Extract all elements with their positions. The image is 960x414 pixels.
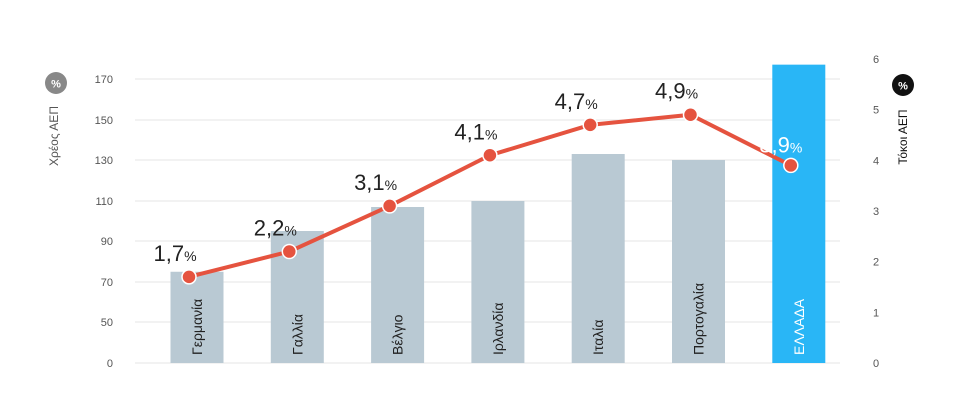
category-label: Ιρλανδία <box>490 303 506 355</box>
left-tick-label: 110 <box>95 196 113 208</box>
line-marker <box>482 147 498 164</box>
interest-line: 1,7% 2,2% 3,1% 4,1% 4,7% 4,9% 3,9% <box>153 79 802 285</box>
line-value-label: 1,7% <box>153 241 196 266</box>
bar <box>471 201 525 363</box>
bars: Γερμανία Γαλλία Βέλγιο Ιρλανδία Ιταλία Πορτογ… <box>170 64 826 364</box>
left-axis-badge <box>45 72 67 94</box>
left-tick-label: 50 <box>101 317 113 329</box>
left-tick-label: 90 <box>101 236 113 248</box>
line-marker <box>281 243 298 260</box>
line-marker <box>582 117 598 133</box>
right-tick-label: 3 <box>873 206 879 218</box>
left-axis: 0 50 70 90 110 130 150 170% Χρέος ΑΕΠ <box>45 72 113 370</box>
line-value-label: 3,9% <box>759 132 802 157</box>
line-marker <box>381 198 398 214</box>
right-axis-title: Τόκοι ΑΕΠ <box>896 109 910 164</box>
line-value-label: 4,1% <box>454 119 497 144</box>
right-tick-label: 5 <box>873 105 879 117</box>
left-axis-title: Χρέος ΑΕΠ <box>47 106 61 166</box>
bar <box>672 160 725 363</box>
category-label: Γαλλία <box>289 314 305 355</box>
right-axis-badge-text: % <box>898 81 908 93</box>
bar <box>571 154 625 363</box>
category-label: ΕΛΛΑΔΑ <box>791 298 807 355</box>
line-marker <box>783 157 799 174</box>
line-marker <box>682 106 699 123</box>
right-tick-label: 4 <box>873 155 879 167</box>
line-value-label: 4,9% <box>655 79 698 104</box>
category-label: Ιταλία <box>590 319 606 355</box>
category-label: Γερμανία <box>189 299 205 355</box>
line-marker <box>181 269 197 285</box>
bar <box>371 207 425 363</box>
left-tick-label: 170 <box>95 74 113 86</box>
right-tick-label: 0 <box>873 358 879 370</box>
bar <box>170 271 224 363</box>
category-label: Βέλγιο <box>390 314 406 355</box>
left-tick-label: 150 <box>95 115 113 127</box>
right-tick-label: 1 <box>873 307 879 319</box>
line-value-label: 4,7% <box>555 89 598 114</box>
line-value-label: 2,2% <box>254 216 297 241</box>
right-tick-label: 2 <box>873 257 879 269</box>
right-axis-badge <box>892 74 914 96</box>
right-axis: 0 1 2 3 4 5 6% Τόκοι ΑΕΠ <box>873 54 914 370</box>
left-tick-label: 70 <box>101 277 113 289</box>
bar-highlight <box>772 64 826 364</box>
right-tick-label: 6 <box>873 54 879 66</box>
line-value-label: 3,1% <box>354 170 397 195</box>
category-label: Πορτογαλία <box>691 283 707 355</box>
left-tick-label: 0 <box>107 358 113 370</box>
left-tick-label: 130 <box>95 155 113 167</box>
left-axis-badge-text: % <box>51 79 61 91</box>
